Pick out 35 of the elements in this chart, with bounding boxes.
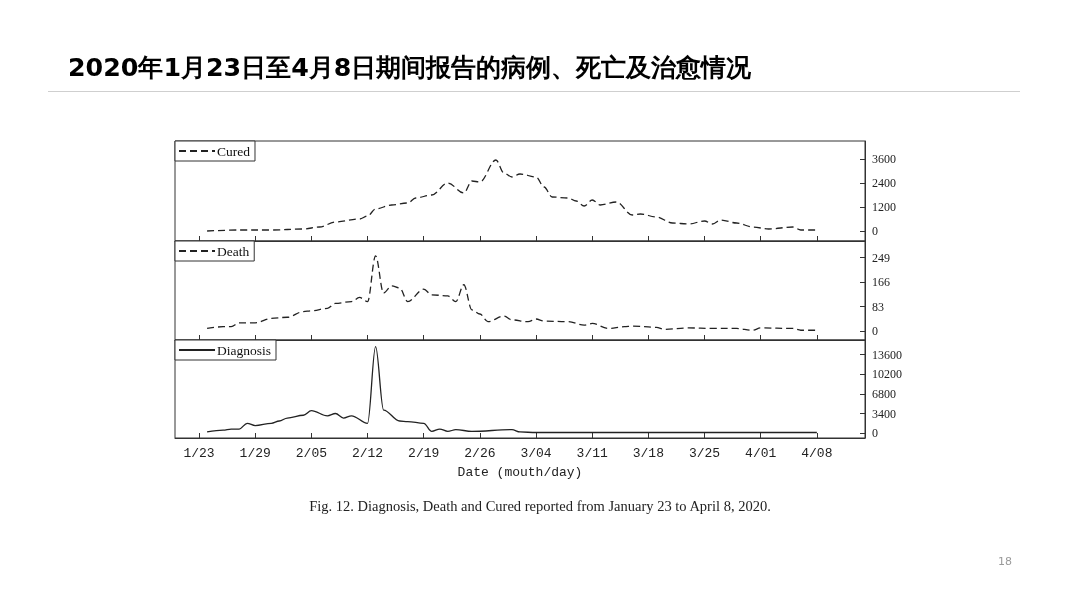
x-tick-label: 1/29: [239, 446, 271, 461]
y-tick-label: 13600: [872, 347, 902, 362]
x-tick-label: 3/04: [520, 446, 552, 461]
x-tick-label: 3/18: [632, 446, 664, 461]
caption: Fig. 12. Diagnosis, Death and Cured reported from January 23 to April 8, 2020.: [309, 498, 771, 515]
y-tick-label: 0: [872, 426, 878, 441]
y-tick-label: 166: [872, 275, 890, 290]
text: 18: [998, 555, 1012, 568]
y-tick-label: 0: [872, 224, 878, 238]
x-tick-label: 2/05: [295, 446, 327, 461]
x-tick-label: 4/01: [745, 446, 777, 461]
legend-label: Cured: [217, 143, 251, 159]
y-tick-label: 0: [872, 324, 878, 339]
x-tick-label: 1/23: [183, 446, 215, 461]
x-tick-label: 3/11: [576, 446, 608, 461]
x-tick-label: 2/26: [464, 446, 496, 461]
y-tick-label: 6800: [872, 386, 896, 401]
y-tick-label: 1200: [872, 200, 896, 214]
y-tick-label: 83: [872, 299, 884, 314]
y-tick-label: 3600: [872, 152, 896, 166]
chart-title: 2020年1月23日至4月8日期间报告的病例、死亡及治愈情况: [68, 52, 752, 84]
x-axis-title: Date (mouth/day): [457, 465, 583, 480]
line-series: [206, 345, 818, 434]
x-tick-label: 4/08: [801, 446, 833, 461]
y-tick-label: 249: [872, 250, 890, 265]
legend-label: Diagnosis: [217, 342, 271, 358]
x-tick-label: 2/19: [408, 446, 440, 461]
line-series: [206, 255, 818, 331]
legend-label: Death: [217, 243, 250, 259]
x-tick-label: 2/12: [351, 446, 384, 461]
line-series: [206, 159, 818, 232]
y-tick-label: 3400: [872, 406, 896, 421]
y-tick-label: 10200: [872, 367, 902, 382]
y-tick-label: 2400: [872, 176, 896, 190]
x-tick-label: 3/25: [688, 446, 721, 461]
